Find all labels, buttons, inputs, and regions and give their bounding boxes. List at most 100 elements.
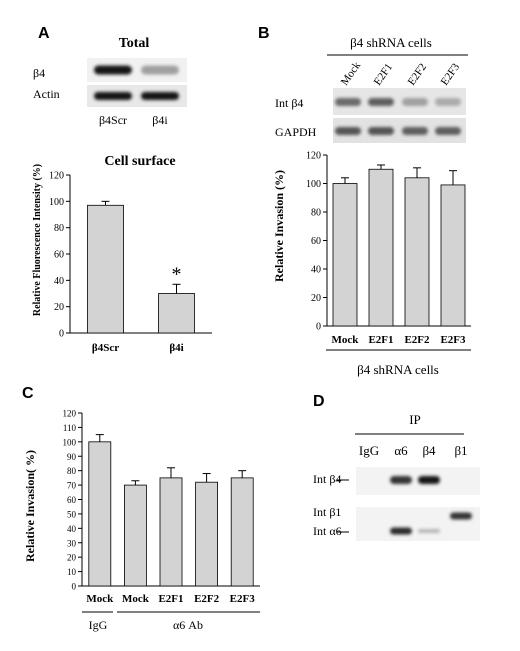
- blot-band: [335, 98, 361, 106]
- y-tick-label: 80: [311, 208, 321, 219]
- bar: [159, 477, 183, 587]
- blot-band: [390, 476, 412, 484]
- y-tick-label: 120: [63, 409, 77, 419]
- panel-d-ip-header: IP: [409, 412, 421, 427]
- category-label: E2F2: [404, 334, 430, 346]
- y-tick-label: 100: [63, 437, 77, 447]
- y-tick-label: 50: [67, 509, 77, 519]
- blot-band: [141, 92, 179, 100]
- y-tick-label: 120: [49, 171, 64, 182]
- panel-c-group-igg: IgG: [89, 618, 108, 632]
- panel-c-ylabel: Relative Invasion( %): [23, 450, 37, 562]
- blot-band: [450, 512, 472, 520]
- y-tick-label: 40: [311, 265, 321, 276]
- y-tick-label: 40: [54, 276, 64, 287]
- y-tick-label: 20: [311, 293, 321, 304]
- panel-a-ylabel: Relative Fluorescence Intensity (%): [32, 164, 43, 316]
- blot-band: [435, 98, 461, 106]
- bar: [230, 477, 254, 587]
- panel-b-ylabel: Relative Invasion (%): [272, 170, 286, 282]
- blot-band: [368, 127, 394, 135]
- y-tick-label: 0: [316, 322, 321, 333]
- category-label: E2F2: [194, 593, 220, 605]
- y-tick-label: 80: [54, 223, 64, 234]
- y-tick-label: 40: [67, 524, 77, 534]
- ip-lane-label: IgG: [359, 443, 379, 458]
- panel-d-bands: [390, 476, 472, 535]
- y-tick-label: 30: [67, 538, 77, 548]
- y-tick-label: 60: [67, 495, 77, 505]
- panel-d-row-int-b4: Int β4: [313, 472, 341, 486]
- panel-b-blot-header: β4 shRNA cells: [350, 35, 432, 50]
- y-tick-label: 0: [59, 329, 64, 340]
- panel-a-blot-title: Total: [119, 36, 150, 51]
- bar: [440, 184, 466, 327]
- blot-band: [402, 127, 428, 135]
- category-label: E2F3: [440, 334, 466, 346]
- blot-band: [390, 527, 412, 535]
- bar: [87, 204, 124, 334]
- bar: [404, 177, 430, 327]
- y-tick-label: 70: [67, 481, 77, 491]
- blot-lane-label: Mock: [339, 59, 364, 87]
- bar: [368, 168, 394, 327]
- panel-d-row-int-a6: Int α6: [313, 524, 342, 538]
- panel-a-lane-b4i: β4i: [152, 113, 168, 127]
- blot-band: [418, 476, 440, 484]
- blot-band: [94, 92, 132, 100]
- panel-a-chart-title: Cell surface: [104, 154, 175, 169]
- blot-band: [141, 65, 179, 75]
- category-label: Mock: [332, 334, 360, 346]
- category-label: β4i: [169, 342, 183, 354]
- y-tick-label: 0: [72, 582, 77, 592]
- significance-asterisk: *: [172, 263, 182, 285]
- panel-c-group-ab: α6 Ab: [173, 618, 203, 632]
- panel-d-row-int-b1: Int β1: [313, 505, 341, 519]
- y-tick-label: 60: [311, 236, 321, 247]
- panel-a-chart: 0 20 40 60 80 100 120 β4Scr β4i *: [49, 171, 212, 354]
- panel-a-row-actin: Actin: [33, 87, 60, 101]
- category-label: E2F1: [158, 593, 183, 605]
- ip-lane-label: β1: [454, 443, 467, 458]
- panel-b-group-label: β4 shRNA cells: [357, 362, 439, 377]
- panel-b-row-gapdh: GAPDH: [275, 125, 317, 139]
- y-tick-label: 80: [67, 466, 77, 476]
- panel-a-row-b4: β4: [33, 66, 45, 80]
- panel-b-chart: 0 20 40 60 80 100 120 Mock E2F1 E2F2 E2F3: [306, 151, 471, 346]
- blot-band: [402, 98, 428, 106]
- blot-lane-label: E2F1: [372, 61, 396, 87]
- y-tick-label: 20: [67, 553, 77, 563]
- panel-d-blot-strip-bottom: [356, 507, 480, 541]
- blot-band: [335, 127, 361, 135]
- category-label: β4Scr: [92, 342, 119, 354]
- panel-a-letter: A: [38, 25, 50, 42]
- panel-a-bands: [94, 65, 179, 100]
- y-tick-label: 100: [306, 179, 321, 190]
- panel-b-letter: B: [258, 25, 270, 42]
- y-tick-label: 10: [67, 567, 77, 577]
- y-tick-label: 100: [49, 197, 64, 208]
- blot-lane-label: E2F2: [406, 61, 430, 87]
- panel-c-letter: C: [22, 385, 34, 402]
- ip-lane-label: α6: [394, 443, 408, 458]
- blot-band: [368, 98, 394, 106]
- bar: [88, 441, 112, 587]
- panel-d-letter: D: [313, 393, 325, 410]
- panel-b-lane-labels: Mock E2F1 E2F2 E2F3: [339, 59, 463, 87]
- blot-band: [418, 529, 440, 533]
- bar: [195, 481, 219, 587]
- category-label: E2F1: [368, 334, 393, 346]
- category-label: E2F3: [230, 593, 256, 605]
- panel-a-lane-b4scr: β4Scr: [99, 113, 127, 127]
- panel-a-blot-strip-actin: [87, 85, 187, 107]
- blot-band: [435, 127, 461, 135]
- panel-d-lane-labels: IgG α6 β4 β1: [359, 443, 468, 458]
- bar: [158, 293, 195, 334]
- panel-b-row-int-b4: Int β4: [275, 96, 303, 110]
- blot-band: [94, 65, 132, 75]
- y-tick-label: 20: [54, 302, 64, 313]
- panel-b-bands: [335, 98, 461, 135]
- bar: [332, 183, 358, 327]
- y-tick-label: 60: [54, 250, 64, 261]
- panel-c-chart: 0 10 20 30 40 50 60 70 80 90 100 110 120 Mock Mock E2F1…: [63, 409, 260, 605]
